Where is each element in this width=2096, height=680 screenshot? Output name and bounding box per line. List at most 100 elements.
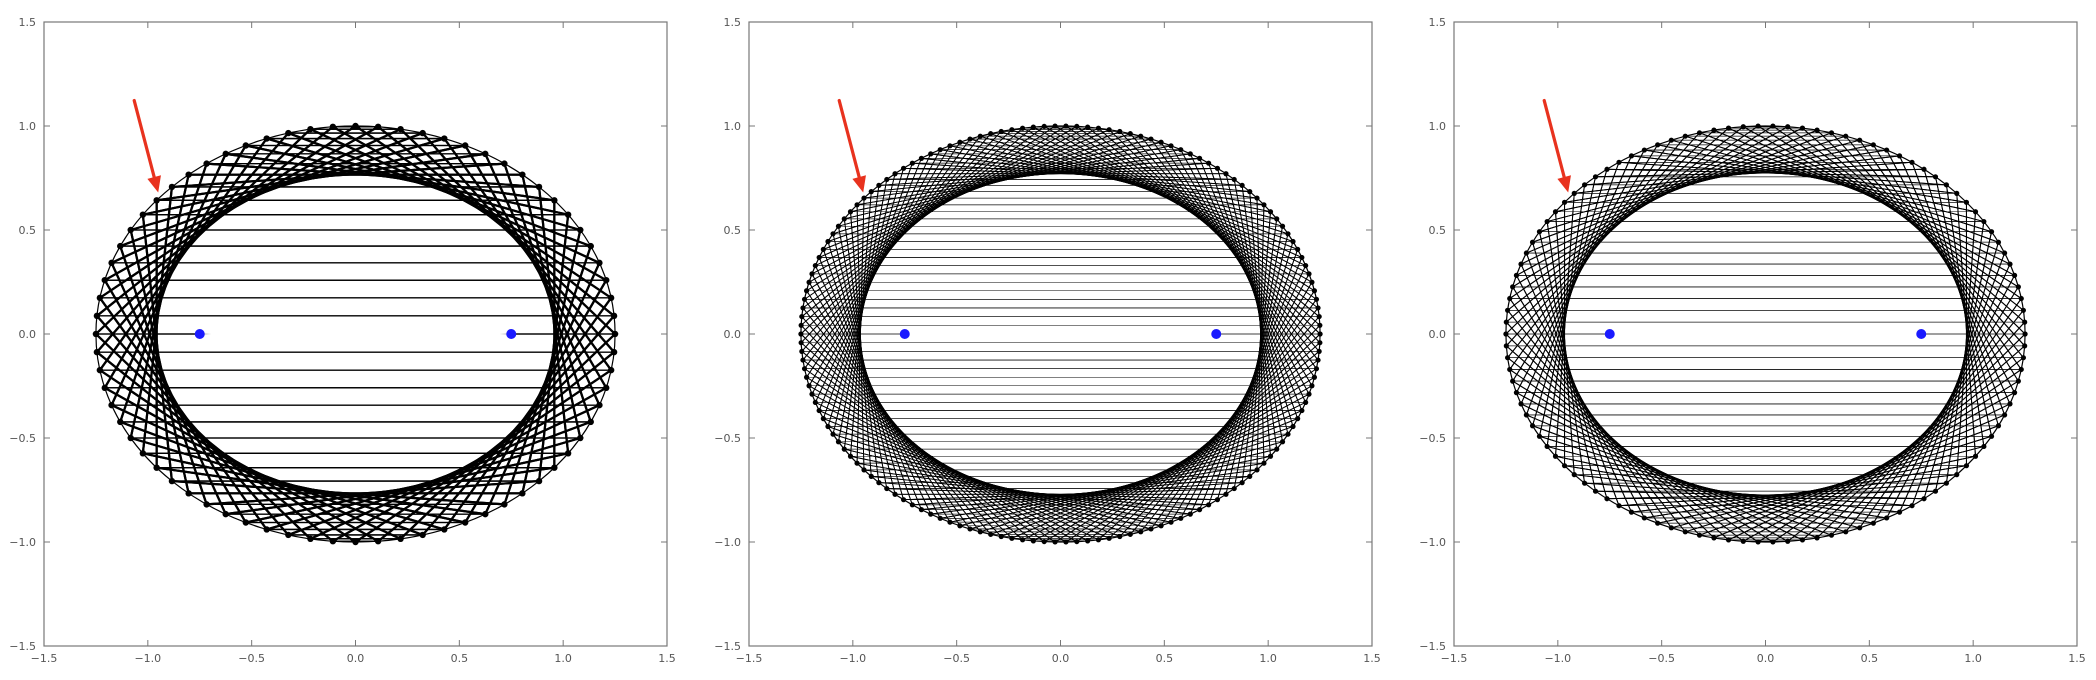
ellipse-point [947,519,953,525]
ellipse-point [2015,378,2021,384]
ellipse-point [798,340,804,346]
ellipse-point [1628,153,1635,159]
ellipse-point [977,529,983,535]
ellipse-point [1041,123,1047,130]
focal-slit [904,331,1217,337]
ellipse-point [1254,195,1260,201]
ellipse-point [806,279,812,285]
ellipse-point [1995,423,2002,429]
ellipse-point [1668,525,1674,531]
ellipse-point [441,135,448,142]
y-tick-label: −1.5 [1419,640,1446,653]
ellipse-point [352,122,359,130]
ellipse-point [816,407,822,414]
ellipse-point [1231,176,1237,183]
ellipse-point [1696,130,1703,136]
ellipse-point [1138,529,1144,535]
ellipse-point [1909,159,1915,165]
red-arrow [1542,98,1571,193]
ellipse-point [482,510,489,518]
ellipse-point [242,142,249,149]
ellipse-point [800,305,806,311]
ellipse-point [2007,261,2013,267]
ellipse-point [139,211,147,218]
ellipse-point [1561,199,1568,205]
y-tick-label: 0.5 [724,224,742,237]
ellipse-point [2007,401,2013,407]
ellipse-point [1529,239,1536,245]
ellipse-point [611,330,619,338]
ellipse-point [1178,147,1184,153]
ellipse-point [1306,271,1312,277]
ellipse-point [798,331,804,337]
ellipse-point [551,464,558,471]
ellipse-point [800,357,806,363]
ellipse-point [1311,374,1318,380]
ellipse-point [1196,507,1203,513]
ellipse-point [801,296,808,302]
y-tick-label: 0.5 [19,224,37,237]
ellipse-point [1909,503,1915,509]
ellipse-point [139,450,147,457]
ellipse-point [577,434,584,442]
ellipse-point [876,182,882,188]
ellipse-point [1814,127,1820,133]
x-tick-label: 1.5 [658,652,676,665]
ellipse-point [535,183,543,191]
ellipse-point [92,330,100,338]
x-tick-label: 0.0 [1757,652,1775,665]
ellipse-point [1682,133,1688,139]
chart-panel-2: −1.5 −1.0 −0.5 0.0 0.5 1.0 1.5 −1.5 −1.0 −0.5 0.0 0… [705,0,1385,680]
x-tick-label: −0.5 [238,652,265,665]
ellipse-point [1316,313,1322,320]
ellipse-point [2020,307,2026,313]
focal-slit [199,331,512,337]
x-tick-label: 1.5 [1363,652,1381,665]
ellipse-point [1505,307,1511,313]
ellipse-point [1063,123,1069,129]
ellipse-point [1223,171,1229,177]
ellipse-point [1641,515,1647,521]
ellipse-point [1148,136,1154,142]
x-tick-label: −1.0 [1544,652,1571,665]
y-tick-label: −1.5 [9,640,36,653]
ellipse-point [1315,305,1321,311]
x-tick-label: 1.5 [2068,652,2086,665]
ellipse-point [242,519,249,526]
ellipse-point [1247,189,1253,195]
y-tick-label: 1.0 [19,120,37,133]
ellipse-point [830,431,836,437]
ellipse-point [909,160,915,166]
ellipse-point [806,383,812,389]
ellipse-point [809,271,815,277]
ellipse-point [1995,239,2002,245]
ellipse-point [1857,137,1863,143]
ellipse-point [1963,199,1970,205]
y-tick-label: 1.5 [724,16,742,29]
ellipse-point [2018,366,2024,373]
focal-fan [95,126,616,542]
ellipse-point [551,197,558,204]
ellipse-point [1074,538,1080,545]
ellipse-point [1030,124,1036,130]
x-tick-label: −0.5 [943,652,970,665]
ellipse-point [1313,366,1320,372]
ellipse-point [117,418,124,426]
ellipse-point [803,288,810,294]
ellipse-points [1503,123,2028,545]
ellipse-point [1019,537,1026,543]
ellipse-point [117,242,124,250]
ellipse-point [1755,123,1761,129]
ellipse-point [1988,433,1995,439]
ellipse-point [854,460,860,466]
ellipse-point [937,147,943,153]
ellipse-point [2022,343,2028,349]
ellipse-point [127,434,134,442]
ellipse-point [957,523,963,529]
ellipse-point [397,125,404,133]
ellipse-point [564,211,572,218]
y-tick-label: 1.0 [1429,120,1447,133]
ellipse-point [1306,391,1312,397]
ellipse-point [1317,331,1323,337]
ellipse-point [1285,431,1291,437]
